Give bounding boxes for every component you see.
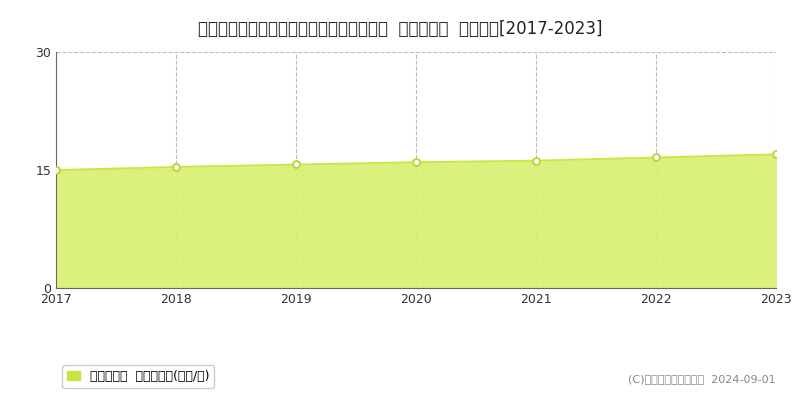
Text: (C)土地価格ドットコム  2024-09-01: (C)土地価格ドットコム 2024-09-01 bbox=[628, 374, 776, 384]
Text: 埼玉県比企郡川島町かわじま２丁目２２番  基準地価格  地価推移[2017-2023]: 埼玉県比企郡川島町かわじま２丁目２２番 基準地価格 地価推移[2017-2023… bbox=[198, 20, 602, 38]
Legend: 基準地価格  平均坪単価(万円/坪): 基準地価格 平均坪単価(万円/坪) bbox=[62, 365, 214, 388]
